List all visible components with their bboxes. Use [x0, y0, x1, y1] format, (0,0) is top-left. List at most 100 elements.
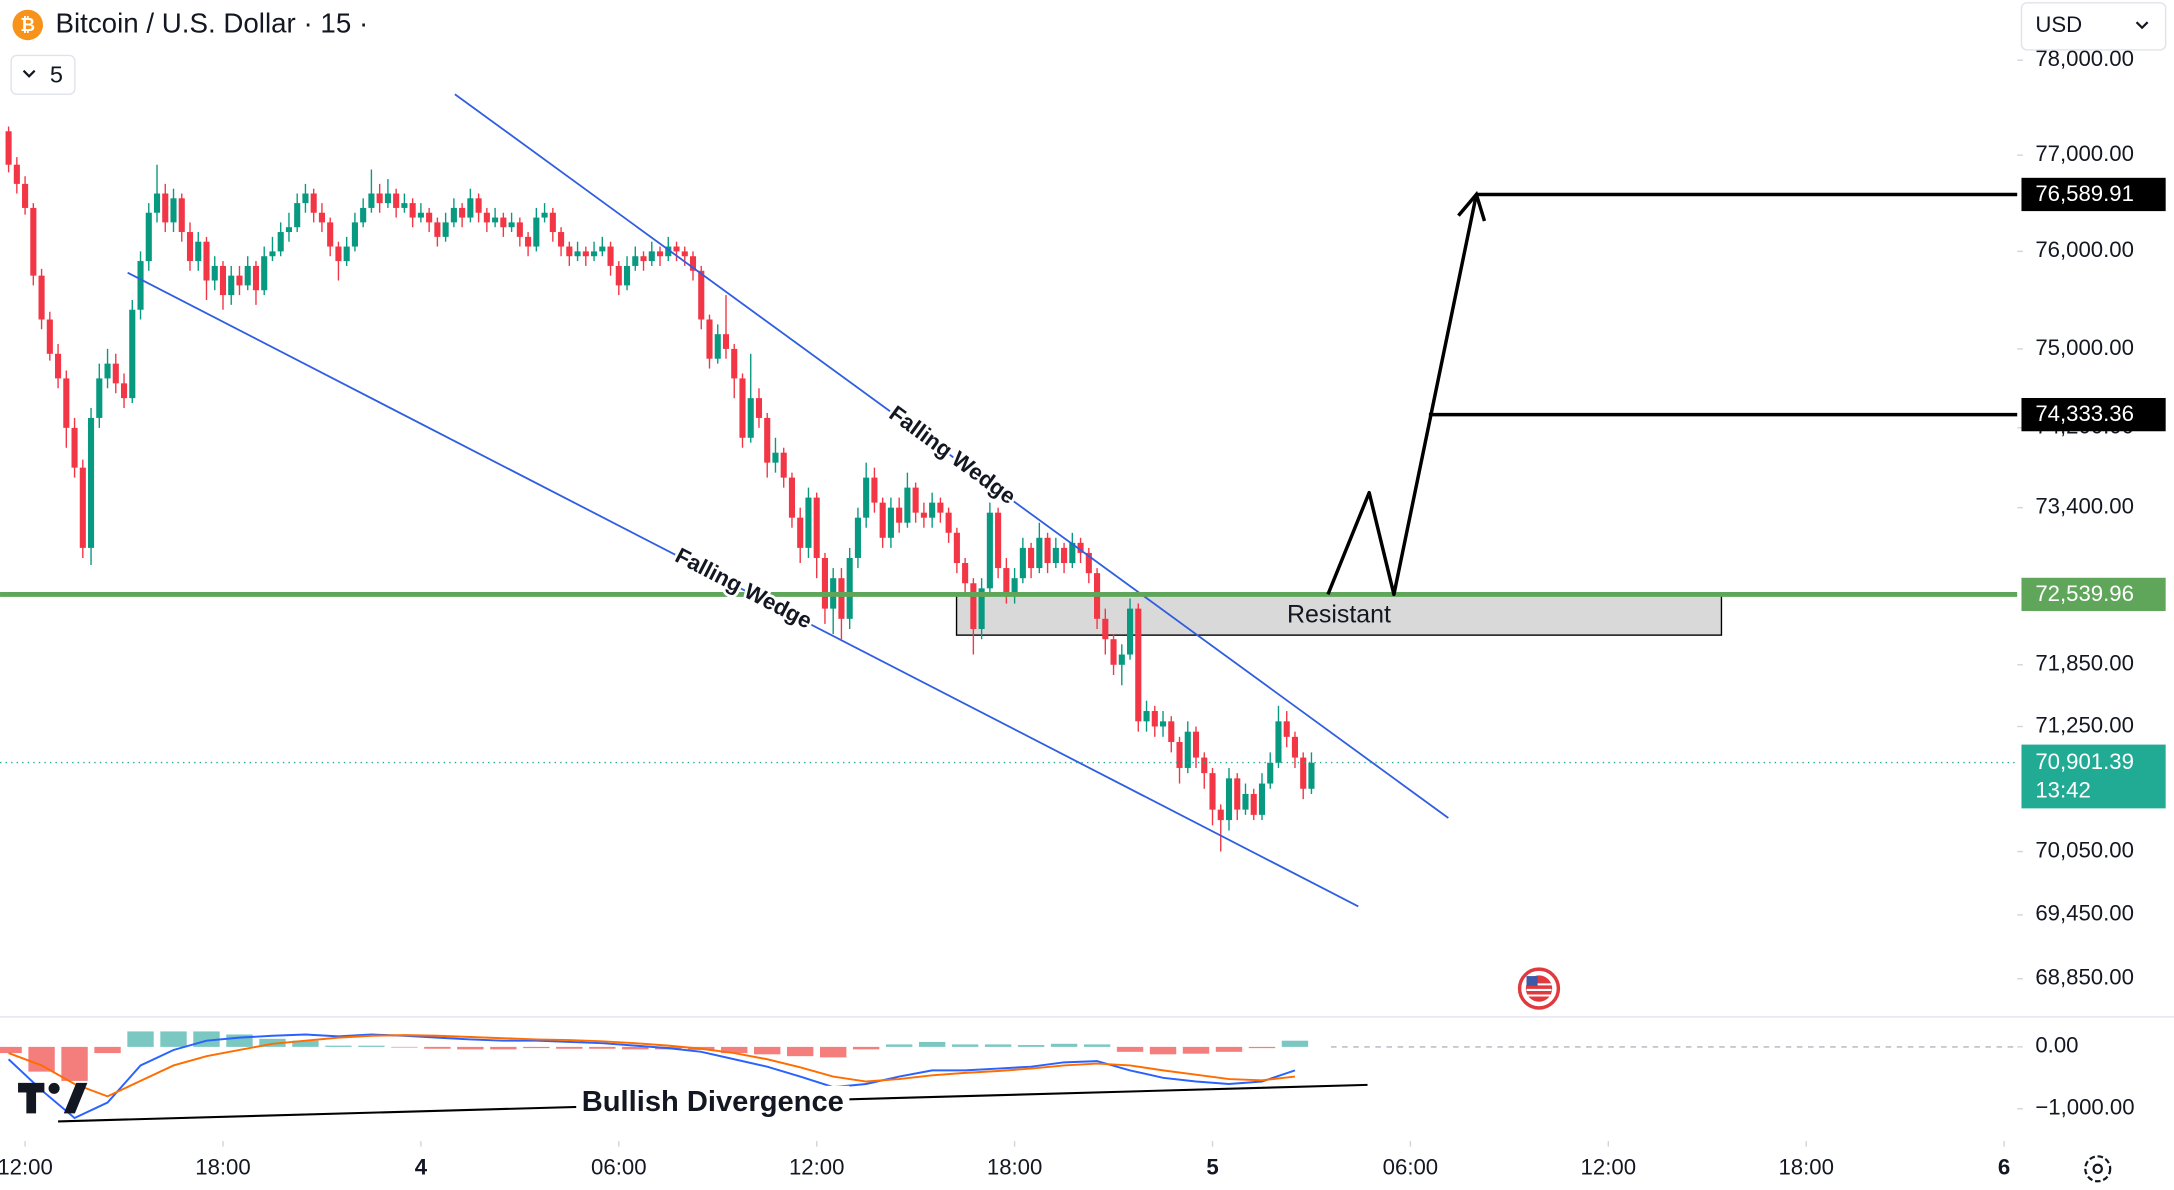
candle-body: [417, 212, 424, 218]
candle-body: [170, 198, 177, 223]
candle-body: [244, 265, 251, 286]
candle-body: [500, 217, 507, 228]
x-tick-label: 6: [1998, 1155, 2010, 1180]
candle-body: [747, 398, 754, 438]
candle-body: [1217, 809, 1224, 821]
candle-body: [38, 275, 45, 320]
x-tick-label: 18:00: [195, 1155, 250, 1180]
candle-body: [508, 222, 515, 228]
candle-body: [1184, 731, 1191, 768]
level-label-box: [2021, 577, 2166, 612]
candle-body: [516, 222, 523, 237]
tradingview-logo-dot: [48, 1082, 60, 1094]
main-pane: [0, 93, 2018, 908]
interval-button[interactable]: 5: [10, 54, 76, 95]
candle-body: [335, 246, 342, 262]
candle-body: [186, 232, 194, 262]
tradingview-logo: [18, 1082, 88, 1114]
bitcoin-icon: [12, 9, 43, 41]
y-tick-label: 77,000.00: [2035, 141, 2134, 166]
candle-body: [1242, 793, 1249, 810]
candle-body: [731, 348, 738, 379]
candle-body: [467, 198, 474, 218]
interval-label: 5: [50, 61, 63, 87]
candle-body: [1168, 721, 1175, 743]
macd-histogram-bar: [523, 1046, 550, 1049]
macd-histogram-bar: [94, 1046, 121, 1054]
flag-canton: [1526, 976, 1538, 986]
candle-body: [714, 334, 721, 359]
candle-body: [1267, 762, 1274, 784]
candle-body: [302, 193, 309, 204]
candle-body: [1011, 578, 1018, 594]
divergence-label-bg: [576, 1085, 850, 1118]
x-tick-label: 12:00: [789, 1155, 844, 1180]
candle-body: [178, 198, 185, 233]
macd-pane: [0, 1031, 2018, 1120]
candle-body: [838, 578, 845, 619]
gear[interactable]: [2084, 1155, 2112, 1183]
candle-body: [162, 193, 169, 223]
y-tick-label: 70,050.00: [2035, 837, 2134, 862]
candle-body: [978, 588, 985, 629]
macd-histogram-bar: [622, 1046, 649, 1050]
y-tick-label: 71,850.00: [2035, 651, 2134, 676]
candle-body: [1036, 537, 1043, 569]
candle-body: [46, 319, 53, 354]
candle-body: [821, 557, 828, 609]
candle-body: [236, 275, 243, 286]
candle-body: [1201, 757, 1208, 774]
candle-body: [5, 131, 12, 165]
level-label-box: [2021, 177, 2166, 212]
macd-histogram-bar: [984, 1044, 1012, 1047]
candle-body: [343, 246, 350, 262]
candle-body: [1110, 639, 1117, 665]
candle-body: [63, 378, 70, 428]
candle-body: [360, 207, 367, 223]
candle-body: [706, 319, 713, 359]
y-tick-label: 69,450.00: [2035, 901, 2134, 926]
candle-body: [623, 265, 631, 286]
candle-body: [648, 251, 655, 262]
candle-body: [96, 378, 103, 418]
candle-body: [195, 241, 202, 262]
interval-button-box[interactable]: [10, 54, 76, 95]
current-price-box: [2021, 744, 2166, 809]
macd-histogram-bar: [589, 1046, 616, 1049]
macd-histogram-bar: [0, 1046, 22, 1054]
candle-body: [772, 452, 779, 463]
candle-body: [104, 363, 111, 379]
candle-body: [137, 261, 144, 310]
candle-body: [805, 497, 812, 548]
macd-histogram-bar: [754, 1046, 781, 1055]
axes: 78,000.0077,000.0076,000.0075,000.0074,2…: [0, 46, 2166, 1180]
candle-body: [673, 246, 680, 252]
macd-histogram-bar: [1248, 1046, 1276, 1049]
currency-box[interactable]: [2020, 2, 2167, 51]
macd-y-tick-label: −1,000.00: [2035, 1095, 2134, 1120]
candle-body: [937, 502, 944, 513]
candle-body: [71, 427, 78, 468]
candle-body: [13, 164, 20, 184]
candle-body: [764, 417, 771, 463]
settings-button[interactable]: [2084, 1155, 2112, 1183]
wedge-line: [454, 93, 1449, 819]
candle-body: [558, 232, 565, 247]
candle-body: [153, 193, 161, 213]
currency-select[interactable]: USD: [2020, 2, 2167, 51]
candle-body: [1225, 778, 1233, 821]
macd-histogram-bar: [358, 1045, 385, 1047]
y-tick-label: 68,850.00: [2035, 965, 2134, 990]
zone-label: Resistant: [1287, 601, 1391, 629]
macd-histogram-bar: [1017, 1045, 1045, 1047]
candle-body: [846, 557, 853, 619]
candle-body: [607, 246, 614, 266]
event-marker[interactable]: [1517, 967, 1561, 1010]
currency-label: USD: [2035, 12, 2082, 37]
candle-body: [797, 517, 804, 548]
macd-histogram-bar: [885, 1044, 913, 1047]
candle-body: [269, 251, 276, 257]
candle-body: [656, 251, 664, 257]
candle-body: [1135, 608, 1142, 722]
